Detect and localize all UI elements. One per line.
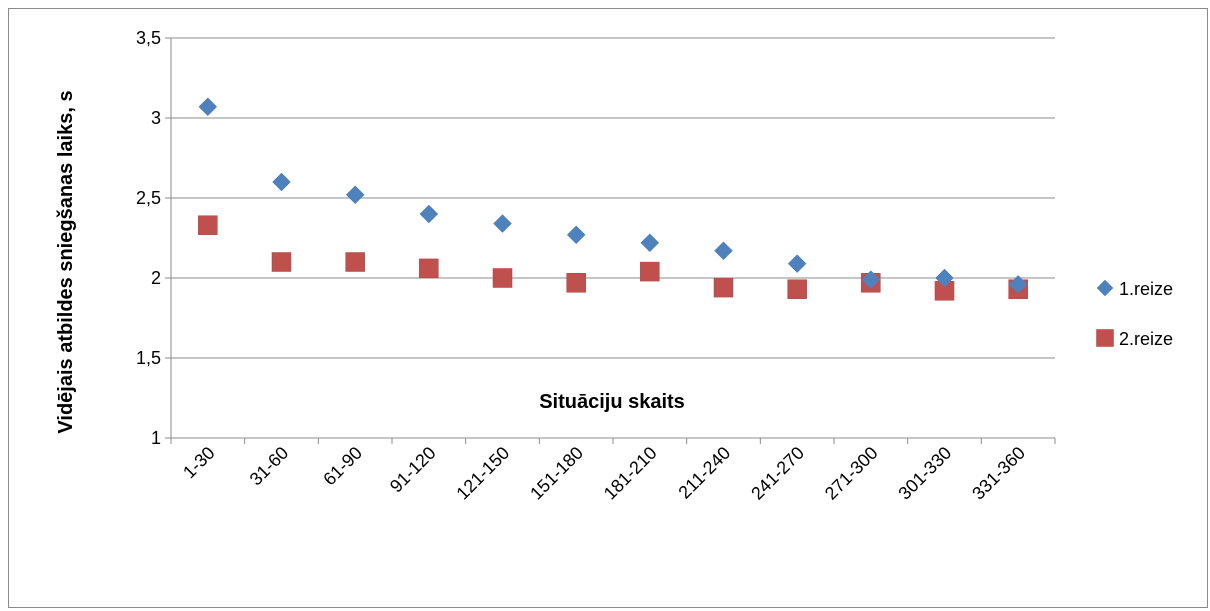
x-tick-label: 241-270 xyxy=(747,443,808,504)
x-tick-label: 1-30 xyxy=(179,443,219,483)
series-2-point xyxy=(787,279,807,299)
series-2-point xyxy=(713,277,734,298)
series-1-point xyxy=(198,97,218,117)
y-tick-label: 2 xyxy=(151,268,161,288)
x-tick-label: 331-360 xyxy=(968,443,1029,504)
series-1-point xyxy=(935,268,954,288)
legend-marker-series-2 xyxy=(1096,329,1114,347)
series-1-point xyxy=(345,185,365,205)
series-1-point xyxy=(787,254,807,273)
series-1-point xyxy=(1008,275,1028,294)
series-2-point xyxy=(419,258,439,279)
y-tick-label: 3,5 xyxy=(136,28,161,48)
x-tick-label: 301-330 xyxy=(894,443,955,504)
series-2-point xyxy=(271,252,292,272)
x-tick-label: 271-300 xyxy=(821,443,882,504)
y-tick-labels: 1 1,5 2 2,5 3 3,5 xyxy=(136,28,161,448)
data-markers xyxy=(198,97,1028,301)
x-tick-label: 121-150 xyxy=(452,443,513,504)
x-tick-label: 91-120 xyxy=(386,443,440,497)
y-tick-label: 1 xyxy=(151,428,161,448)
legend-label: 2.reize xyxy=(1119,329,1173,349)
legend-marker-series-1 xyxy=(1096,279,1114,297)
series-2-point xyxy=(198,215,218,235)
series-1-point xyxy=(861,270,881,289)
legend: 1.reize 2.reize xyxy=(1096,279,1173,349)
series-2-point xyxy=(566,273,586,293)
x-tick-label: 211-240 xyxy=(674,443,734,503)
x-axis-title: Situāciju skaits xyxy=(539,391,685,413)
x-tick-labels: 1-30 31-60 61-90 91-120 121-150 151-180 181-21… xyxy=(179,443,1029,504)
x-tick-label: 181-210 xyxy=(600,443,661,504)
series-1-point xyxy=(419,204,439,224)
series-1-point xyxy=(493,214,512,233)
gridlines xyxy=(171,37,1055,359)
x-tick-label: 31-60 xyxy=(246,443,293,490)
series-1-point xyxy=(640,233,660,253)
y-axis-title: Vidējais atbildes sniegšanas laiks, s xyxy=(55,90,77,433)
series-1-point xyxy=(714,241,733,261)
y-tick-label: 3 xyxy=(151,108,161,128)
axes xyxy=(165,37,1056,444)
series-2-point xyxy=(640,261,660,282)
legend-label: 1.reize xyxy=(1119,279,1173,299)
y-tick-label: 2,5 xyxy=(136,188,161,208)
series-1-point xyxy=(272,172,291,192)
y-tick-label: 1,5 xyxy=(136,348,161,368)
x-tick-label: 61-90 xyxy=(319,443,366,490)
x-tick-label: 151-180 xyxy=(526,443,587,504)
series-1-point xyxy=(566,225,586,245)
series-2-point xyxy=(345,252,365,272)
series-2-point xyxy=(492,268,513,288)
